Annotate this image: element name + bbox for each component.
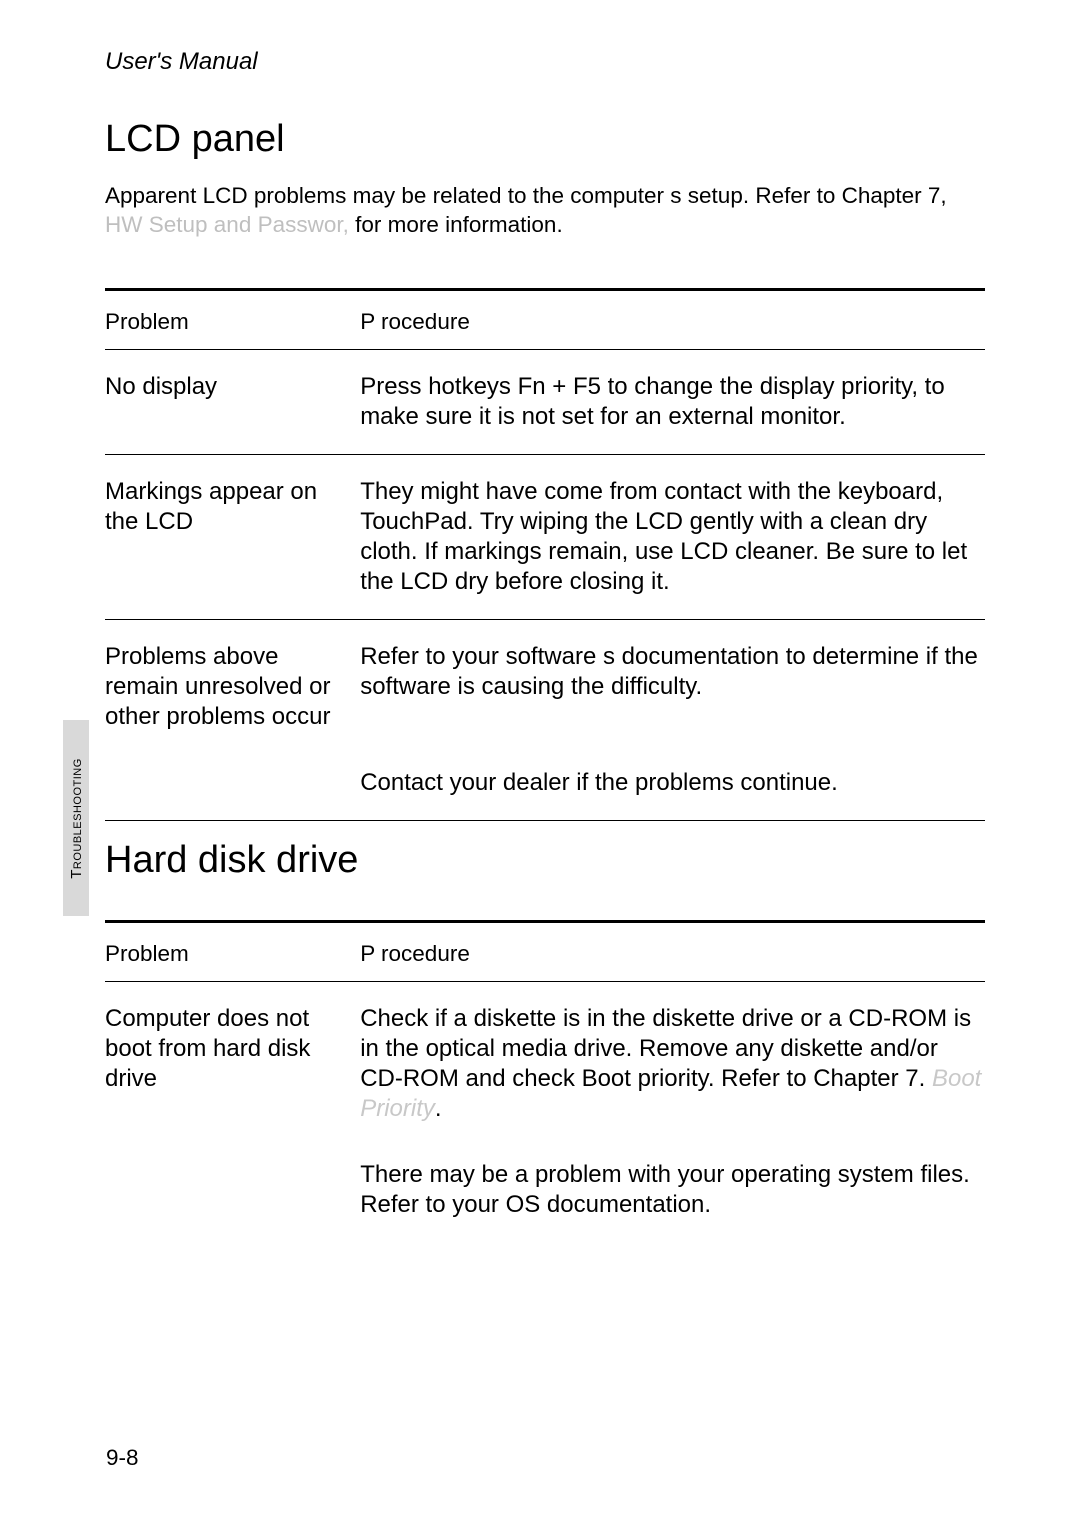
section-title-hdd: Hard disk drive xyxy=(105,839,985,882)
table-row: No display Press hotkeys Fn + F5 to chan… xyxy=(105,349,985,454)
section-title-lcd: LCD panel xyxy=(105,118,985,161)
table-row: Markings appear on the LCD They might ha… xyxy=(105,454,985,619)
lcd-table: Problem P rocedure No display Press hotk… xyxy=(105,288,985,821)
cell-procedure: Refer to your software s documentation t… xyxy=(360,619,985,754)
page: User's Manual LCD panel Apparent LCD pro… xyxy=(0,0,1080,1308)
cell-procedure: Press hotkeys Fn + F5 to change the disp… xyxy=(360,349,985,454)
hdd-table: Problem P rocedure Computer does not boo… xyxy=(105,920,985,1242)
col-header-problem: Problem xyxy=(105,289,360,349)
col-header-problem: Problem xyxy=(105,921,360,981)
proc-pre: Check if a diskette is in the diskette d… xyxy=(360,1005,971,1092)
cell-problem: Problems above remain unresolved or othe… xyxy=(105,619,360,754)
cell-problem: No display xyxy=(105,349,360,454)
table-header-row: Problem P rocedure xyxy=(105,289,985,349)
table-header-row: Problem P rocedure xyxy=(105,921,985,981)
lcd-intro: Apparent LCD problems may be related to … xyxy=(105,181,985,240)
intro-post: for more information. xyxy=(349,212,563,237)
cell-problem: Computer does not boot from hard disk dr… xyxy=(105,981,360,1146)
cell-empty xyxy=(105,1146,360,1242)
table-row: Computer does not boot from hard disk dr… xyxy=(105,981,985,1146)
cell-empty xyxy=(105,754,360,821)
cell-problem: Markings appear on the LCD xyxy=(105,454,360,619)
cell-sub-procedure: There may be a problem with your operati… xyxy=(360,1146,985,1242)
col-header-procedure: P rocedure xyxy=(360,289,985,349)
intro-pre: Apparent LCD problems may be related to … xyxy=(105,183,947,208)
running-header: User's Manual xyxy=(105,48,985,76)
intro-faded-link: HW Setup and Passwor, xyxy=(105,212,349,237)
side-tab: Troubleshooting xyxy=(63,720,89,916)
page-number: 9-8 xyxy=(106,1445,139,1471)
table-row: Problems above remain unresolved or othe… xyxy=(105,619,985,754)
cell-procedure: Check if a diskette is in the diskette d… xyxy=(360,981,985,1146)
side-tab-label: Troubleshooting xyxy=(68,758,85,879)
table-sub-row: Contact your dealer if the problems cont… xyxy=(105,754,985,821)
table-sub-row: There may be a problem with your operati… xyxy=(105,1146,985,1242)
col-header-procedure: P rocedure xyxy=(360,921,985,981)
cell-procedure: They might have come from contact with t… xyxy=(360,454,985,619)
cell-sub-procedure: Contact your dealer if the problems cont… xyxy=(360,754,985,821)
proc-post: . xyxy=(435,1095,442,1122)
